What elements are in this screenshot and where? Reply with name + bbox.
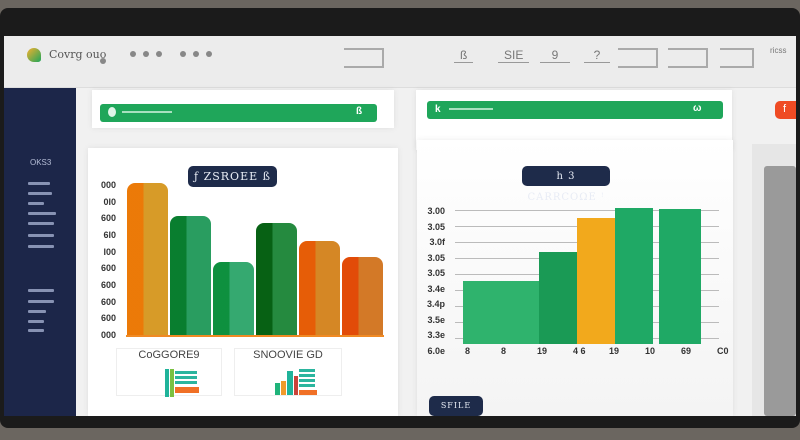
banner-text	[122, 111, 172, 113]
y-tick-label: 3.05	[427, 252, 445, 263]
mini-chart-1-title: CoGGORE9	[138, 349, 200, 361]
y-tick-label: 600	[100, 280, 116, 290]
nav-icon-2[interactable]: SIE	[498, 48, 530, 63]
banner-icon[interactable]: ω	[693, 103, 702, 114]
right-search-bar[interactable]: k ω	[427, 101, 723, 119]
left-bar-chart	[126, 178, 384, 337]
y-tick-label: 000	[100, 180, 116, 190]
y-tick-label: 600	[100, 213, 116, 224]
menu-lines-icon-3[interactable]	[668, 48, 708, 68]
sidebar-item[interactable]	[28, 192, 52, 195]
bar[interactable]	[299, 240, 340, 335]
y-tick-label: 3.05	[427, 221, 445, 232]
sidebar-item[interactable]	[28, 202, 44, 205]
menu-lines-icon-4[interactable]	[720, 48, 754, 68]
x-tick-label: C0	[717, 346, 729, 356]
banner-left-icon: k	[435, 104, 441, 115]
top-header: Covrg ouo ​ ß SIE 9 ? ricss	[4, 36, 796, 88]
gridline	[455, 210, 719, 211]
sidebar-item[interactable]	[28, 245, 54, 248]
header-right-text: ricss	[770, 46, 787, 55]
nav-icon-1[interactable]: ß	[454, 48, 474, 63]
x-tick-label: 8	[465, 346, 471, 356]
y-tick-label: 3.4p	[426, 299, 445, 310]
bar[interactable]	[342, 257, 383, 335]
header-dots[interactable]	[100, 51, 106, 69]
header-dots-group-2[interactable]	[180, 51, 212, 57]
header-dots-group-1[interactable]	[130, 51, 162, 57]
menu-lines-icon-2[interactable]	[618, 48, 658, 68]
left-search-bar[interactable]: ß	[100, 104, 377, 122]
sidebar: OKS3	[4, 88, 76, 416]
y-tick-label: 000	[100, 330, 116, 340]
nav-icon-4[interactable]: ?	[584, 48, 610, 63]
y-tick-label: 0l0	[103, 196, 116, 207]
y-tick-label: 3.4e	[427, 283, 445, 294]
mini-chart-1[interactable]: CoGGORE9	[116, 348, 222, 397]
right-y-axis: 3.00 3.05 3.0f 3.05 3.05 3.4e 3.4p 3.5e 3.3e 6.0e	[423, 206, 449, 356]
mini-chart-2[interactable]: SNOOVIE GD	[234, 348, 342, 396]
side-panel-content	[764, 166, 796, 416]
bar[interactable]	[615, 208, 653, 344]
bar[interactable]	[577, 217, 617, 344]
menu-lines-icon[interactable]	[344, 48, 384, 68]
sidebar-item[interactable]	[28, 222, 54, 225]
sidebar-item[interactable]	[28, 310, 46, 313]
y-tick-label: 600	[100, 263, 116, 274]
bar[interactable]	[659, 209, 701, 344]
sidebar-item[interactable]	[28, 329, 44, 332]
bar[interactable]	[127, 183, 168, 335]
bar[interactable]	[256, 222, 297, 335]
y-tick-label: 3.05	[427, 268, 445, 279]
sidebar-item[interactable]	[28, 289, 54, 292]
bar[interactable]	[463, 281, 539, 344]
y-tick-label: 600	[100, 313, 116, 324]
right-x-axis: 8 8 19 4 6 19 10 69 C0	[455, 346, 729, 360]
x-tick-label: 8	[501, 346, 507, 356]
x-tick-label: 69	[681, 346, 692, 356]
red-action-button[interactable]: f	[775, 101, 796, 119]
y-tick-label: 3.0f	[429, 237, 445, 248]
right-bar-chart	[455, 208, 719, 344]
x-tick-label: 4 6	[573, 346, 586, 356]
y-tick-label: 6l0	[103, 230, 116, 240]
left-chart-card: ƒ ZSROEE ß 000 0l0 600 6l0 l00 600 600 600 600 00…	[88, 148, 398, 416]
sidebar-item[interactable]	[28, 234, 54, 237]
side-panel	[752, 144, 796, 416]
x-tick-label: 19	[537, 346, 548, 356]
y-tick-label: 3.5e	[427, 314, 445, 325]
sidebar-item[interactable]	[28, 320, 44, 323]
sidebar-item[interactable]	[28, 212, 56, 215]
status-dot-icon	[108, 107, 116, 117]
bar[interactable]	[539, 251, 577, 344]
nav-icon-3[interactable]: 9	[540, 48, 570, 63]
left-chart-title[interactable]: ƒ ZSROEE ß	[188, 166, 277, 187]
x-tick-label: 10	[645, 346, 656, 356]
sidebar-heading: OKS3	[30, 158, 52, 167]
y-tick-label: 600	[100, 296, 116, 307]
x-tick-label: 19	[609, 346, 620, 356]
bar[interactable]	[170, 216, 211, 335]
y-tick-label: 6.0e	[427, 346, 445, 356]
sidebar-item[interactable]	[28, 300, 54, 303]
right-chart-title[interactable]: h 3 CARRCOΩE ꜝ	[522, 166, 610, 203]
y-tick-label: 3.3e	[427, 330, 445, 341]
right-chart-card: h 3 CARRCOΩE ꜝ 3.00 3.05 3.0f 3.05 3.05 3.4e 3…	[417, 140, 733, 416]
app-title: Covrg ouo	[49, 48, 107, 61]
app-logo-icon	[27, 48, 41, 62]
banner-text	[449, 108, 493, 110]
file-button[interactable]: SFILE	[429, 396, 483, 416]
y-tick-label: 3.00	[427, 206, 445, 216]
screen: Covrg ouo ​ ß SIE 9 ? ricss OKS3 ß ƒ ZSR…	[4, 36, 796, 416]
mini-chart-2-title: SNOOVIE GD	[253, 349, 323, 361]
sidebar-item[interactable]	[28, 182, 50, 185]
y-tick-label: l00	[103, 246, 116, 257]
left-y-axis: 000 0l0 600 6l0 l00 600 600 600 600 000	[94, 180, 120, 340]
banner-icon[interactable]: ß	[356, 106, 363, 117]
bar[interactable]	[213, 262, 254, 335]
